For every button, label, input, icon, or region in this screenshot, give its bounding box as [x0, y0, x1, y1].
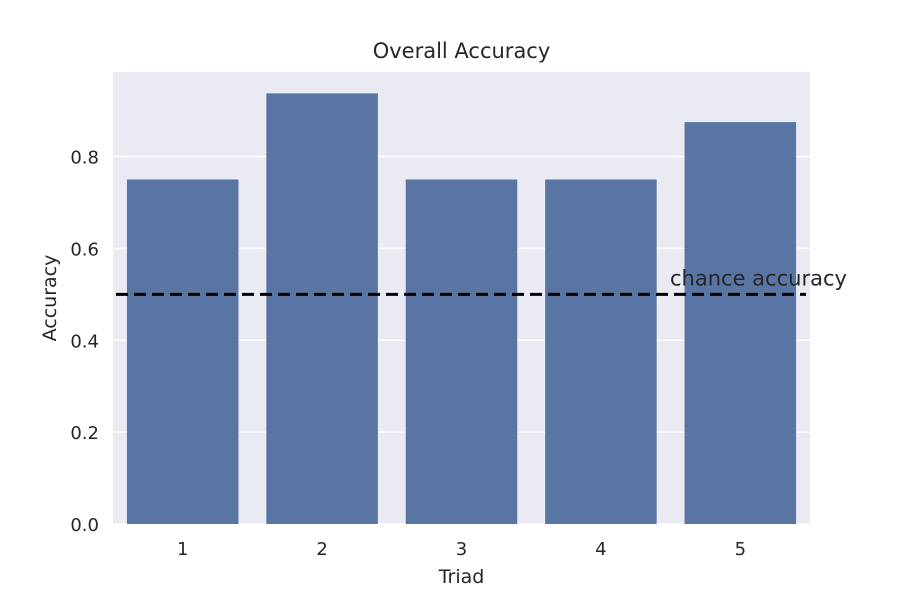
- chance-accuracy-label: chance accuracy: [670, 266, 847, 290]
- bar-triad-3: [405, 179, 518, 525]
- bar-triad-2: [266, 93, 378, 525]
- y-tick-labels: 0.0 0.2 0.4 0.6 0.8: [70, 148, 99, 536]
- bars: [126, 93, 797, 525]
- y-tick-label: 0.4: [70, 331, 99, 352]
- reference-line-group: chance accuracy: [116, 266, 847, 296]
- x-axis-label: Triad: [438, 566, 485, 588]
- y-tick-label: 0.6: [70, 239, 99, 260]
- x-tick-label: 4: [595, 539, 606, 560]
- x-tick-label: 3: [456, 539, 467, 560]
- x-tick-label: 2: [316, 539, 327, 560]
- x-tick-labels: 1 2 3 4 5: [177, 539, 746, 560]
- chart-title: Overall Accuracy: [373, 39, 551, 63]
- bar-triad-1: [126, 179, 239, 525]
- bar-triad-5: [684, 122, 797, 525]
- y-tick-label: 0.8: [70, 148, 99, 169]
- x-tick-label: 1: [177, 539, 188, 560]
- y-axis-label: Accuracy: [39, 255, 61, 342]
- x-tick-label: 5: [735, 539, 746, 560]
- y-tick-label: 0.2: [70, 423, 99, 444]
- bar-triad-4: [545, 179, 657, 525]
- y-tick-label: 0.0: [70, 515, 99, 536]
